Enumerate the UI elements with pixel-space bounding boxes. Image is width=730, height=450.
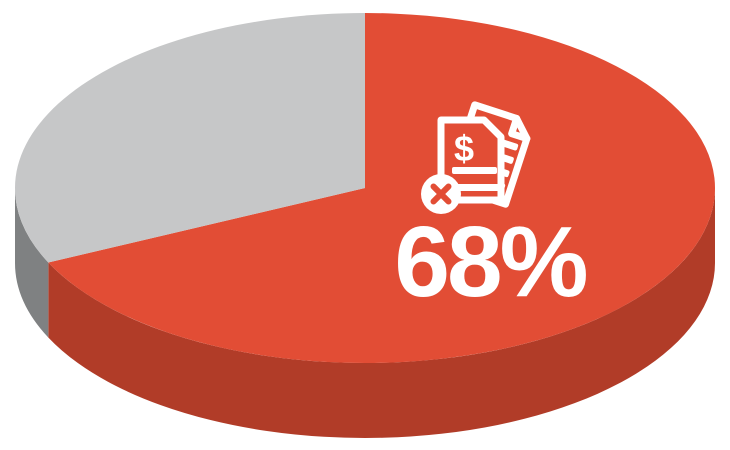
pie-slice-32 <box>15 13 366 263</box>
pie-side-68 <box>48 188 716 438</box>
pie-percentage-label: 68% <box>394 206 586 318</box>
x-icon <box>430 183 452 205</box>
dollar-glyph: $ <box>454 128 474 169</box>
pie-slice-68 <box>48 12 716 363</box>
x-circle-badge-icon <box>421 174 461 214</box>
pie-body <box>14 12 716 438</box>
back-document-fold <box>508 114 531 143</box>
front-document-text-lines <box>452 167 500 191</box>
pie-side-32 <box>14 188 49 338</box>
rejected-billing-documents-icon: $ <box>421 101 531 214</box>
